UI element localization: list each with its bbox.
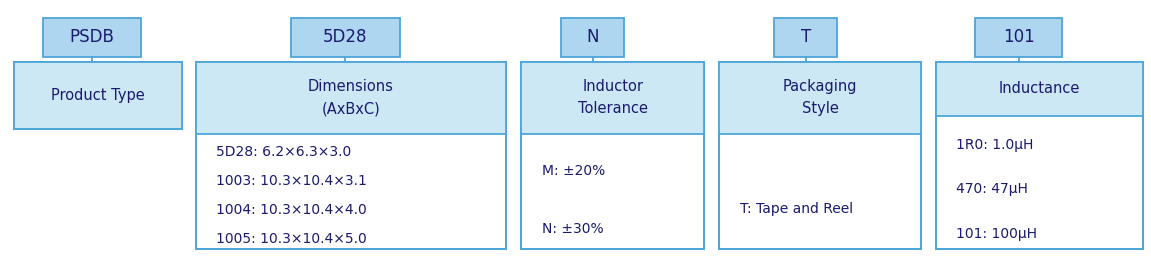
- Text: M: ±20%: M: ±20%: [542, 164, 605, 178]
- FancyBboxPatch shape: [773, 18, 838, 57]
- Text: PSDB: PSDB: [70, 28, 114, 46]
- FancyBboxPatch shape: [936, 62, 1143, 116]
- FancyBboxPatch shape: [196, 62, 506, 249]
- Text: 5D28: 6.2×6.3×3.0: 5D28: 6.2×6.3×3.0: [216, 145, 352, 159]
- FancyBboxPatch shape: [561, 18, 624, 57]
- Text: 1005: 10.3×10.4×5.0: 1005: 10.3×10.4×5.0: [216, 232, 367, 246]
- Text: Inductance: Inductance: [999, 81, 1080, 96]
- Text: 101: 100μH: 101: 100μH: [956, 227, 1037, 241]
- FancyBboxPatch shape: [14, 62, 182, 128]
- Text: N: ±30%: N: ±30%: [542, 222, 604, 236]
- FancyBboxPatch shape: [14, 62, 182, 128]
- Text: Inductor
Tolerance: Inductor Tolerance: [578, 79, 648, 116]
- Text: N: N: [587, 28, 599, 46]
- FancyBboxPatch shape: [44, 18, 140, 57]
- FancyBboxPatch shape: [936, 62, 1143, 249]
- Text: Packaging
Style: Packaging Style: [783, 79, 857, 116]
- Text: 5D28: 5D28: [323, 28, 367, 46]
- Text: 1R0: 1.0μH: 1R0: 1.0μH: [956, 137, 1034, 152]
- Text: Product Type: Product Type: [51, 88, 145, 103]
- FancyBboxPatch shape: [290, 18, 401, 57]
- FancyBboxPatch shape: [521, 62, 704, 134]
- Text: 101: 101: [1003, 28, 1035, 46]
- FancyBboxPatch shape: [196, 62, 506, 134]
- FancyBboxPatch shape: [719, 62, 921, 249]
- Text: T: T: [801, 28, 810, 46]
- Text: Dimensions
(AxBxC): Dimensions (AxBxC): [308, 79, 394, 116]
- Text: T: Tape and Reel: T: Tape and Reel: [740, 202, 853, 216]
- Text: 1004: 10.3×10.4×4.0: 1004: 10.3×10.4×4.0: [216, 203, 367, 217]
- Text: 470: 47μH: 470: 47μH: [956, 182, 1028, 196]
- Text: 1003: 10.3×10.4×3.1: 1003: 10.3×10.4×3.1: [216, 174, 367, 188]
- FancyBboxPatch shape: [719, 62, 921, 134]
- FancyBboxPatch shape: [976, 18, 1061, 57]
- FancyBboxPatch shape: [521, 62, 704, 249]
